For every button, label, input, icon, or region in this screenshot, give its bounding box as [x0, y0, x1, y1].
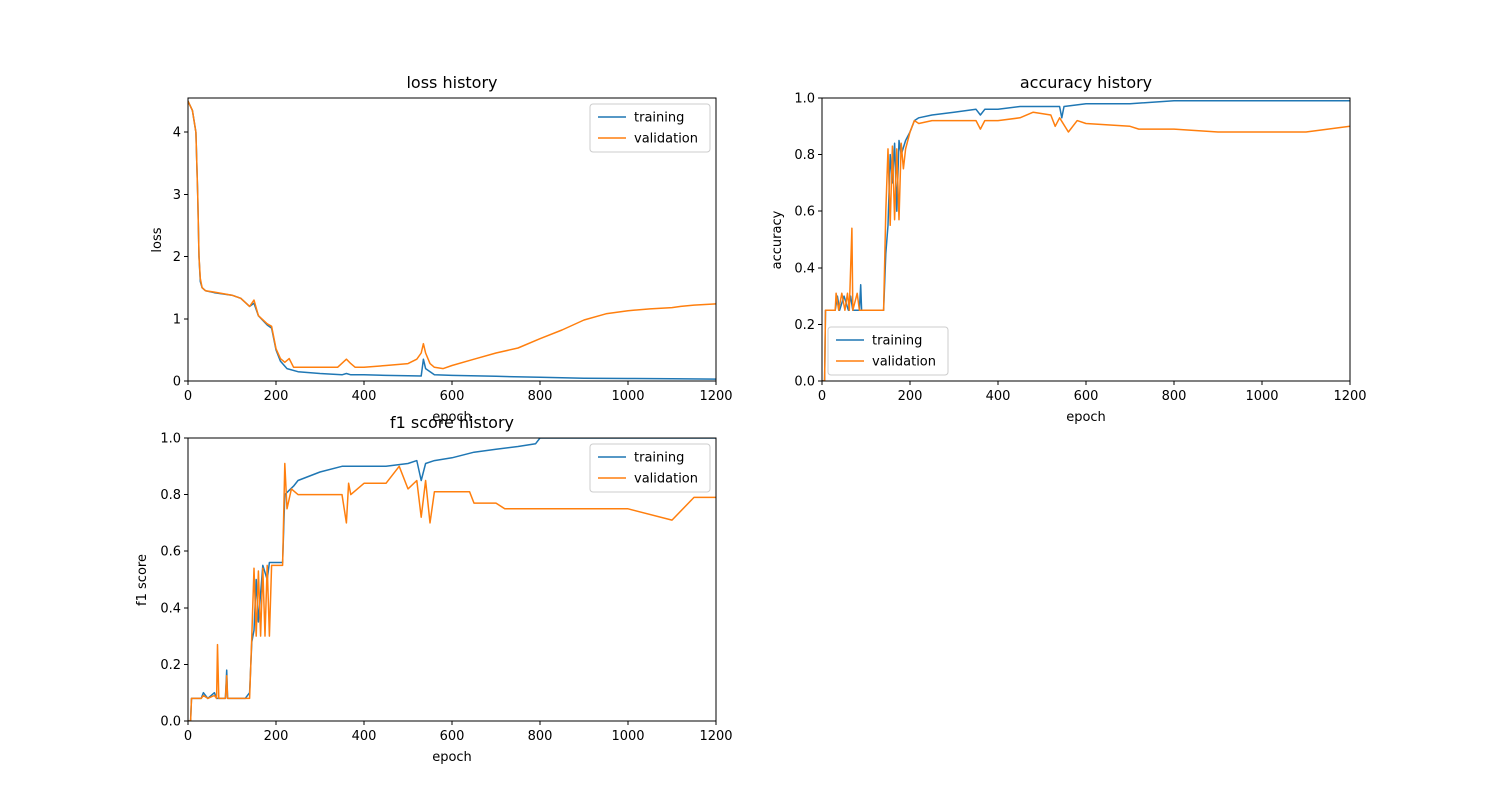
f1-chart-title: f1 score history — [390, 413, 514, 432]
loss-legend-label-validation: validation — [634, 132, 698, 147]
accuracy-y-tick-label: 0.0 — [794, 375, 815, 390]
loss-x-tick-label: 200 — [264, 389, 289, 404]
accuracy-y-tick-label: 0.6 — [794, 205, 815, 220]
accuracy-y-axis-label: accuracy — [770, 210, 785, 269]
loss-x-tick-label: 800 — [528, 389, 553, 404]
loss-x-tick-label: 1000 — [611, 389, 644, 404]
accuracy-x-tick-label: 600 — [1074, 389, 1099, 404]
loss-y-tick-label: 2 — [173, 250, 181, 265]
f1-y-tick-label: 1.0 — [160, 432, 181, 447]
accuracy-x-tick-label: 0 — [818, 389, 826, 404]
accuracy-legend-box — [827, 326, 949, 376]
accuracy-legend-label-validation: validation — [872, 355, 936, 370]
accuracy-x-axis-label: epoch — [1066, 410, 1106, 425]
f1-legend: training validation — [589, 443, 711, 493]
f1-y-tick-label: 0.0 — [160, 715, 181, 730]
loss-y-axis-label: loss — [150, 227, 165, 252]
accuracy-legend: training validation — [827, 326, 949, 376]
f1-x-tick-label: 1200 — [699, 729, 732, 744]
loss-x-tick-label: 400 — [352, 389, 377, 404]
f1-y-axis-label: f1 score — [135, 554, 150, 606]
loss-x-axis-label: epoch — [432, 410, 472, 425]
accuracy-validation-line — [822, 111, 1350, 381]
f1-y-tick-label: 0.6 — [160, 545, 181, 560]
loss-chart: loss history epoch loss 0 200 400 600 800 100… — [150, 73, 733, 425]
loss-y-tick-label: 4 — [173, 126, 181, 141]
accuracy-chart: accuracy history epoch accuracy 0 200 400 6… — [770, 73, 1367, 425]
f1-validation-line — [188, 462, 716, 721]
f1-y-tick-label: 0.2 — [160, 658, 181, 673]
f1-y-tick-label: 0.8 — [160, 488, 181, 503]
loss-x-tick-label: 0 — [184, 389, 192, 404]
f1-legend-label-training: training — [634, 451, 684, 466]
loss-legend-label-training: training — [634, 111, 684, 126]
f1-legend-box — [589, 443, 711, 493]
f1-x-tick-label: 600 — [440, 729, 465, 744]
accuracy-y-tick-label: 0.8 — [794, 148, 815, 163]
accuracy-legend-label-training: training — [872, 334, 922, 349]
f1-y-tick-label: 0.4 — [160, 601, 181, 616]
accuracy-chart-title: accuracy history — [1020, 73, 1152, 92]
loss-y-tick-label: 0 — [173, 375, 181, 390]
loss-x-tick-label: 600 — [440, 389, 465, 404]
accuracy-x-tick-label: 800 — [1162, 389, 1187, 404]
accuracy-x-tick-label: 200 — [898, 389, 923, 404]
accuracy-y-tick-label: 0.2 — [794, 318, 815, 333]
f1-x-tick-label: 400 — [352, 729, 377, 744]
f1-x-tick-label: 800 — [528, 729, 553, 744]
accuracy-y-tick-label: 0.4 — [794, 261, 815, 276]
f1-x-tick-label: 1000 — [611, 729, 644, 744]
loss-chart-title: loss history — [406, 73, 497, 92]
loss-y-tick-label: 3 — [173, 188, 181, 203]
f1-x-tick-label: 200 — [264, 729, 289, 744]
loss-validation-line — [188, 100, 716, 370]
loss-legend: training validation — [589, 103, 711, 153]
f1-legend-label-validation: validation — [634, 472, 698, 487]
accuracy-x-tick-label: 1000 — [1245, 389, 1278, 404]
accuracy-x-tick-label: 1200 — [1333, 389, 1366, 404]
accuracy-x-tick-label: 400 — [986, 389, 1011, 404]
f1-x-axis-label: epoch — [432, 750, 472, 765]
loss-legend-box — [589, 103, 711, 153]
f1-x-tick-label: 0 — [184, 729, 192, 744]
loss-y-tick-label: 1 — [173, 312, 181, 327]
accuracy-y-tick-label: 1.0 — [794, 92, 815, 107]
loss-x-tick-label: 1200 — [699, 389, 732, 404]
f1-chart: f1 score history epoch f1 score 0 200 400 6… — [135, 413, 733, 765]
